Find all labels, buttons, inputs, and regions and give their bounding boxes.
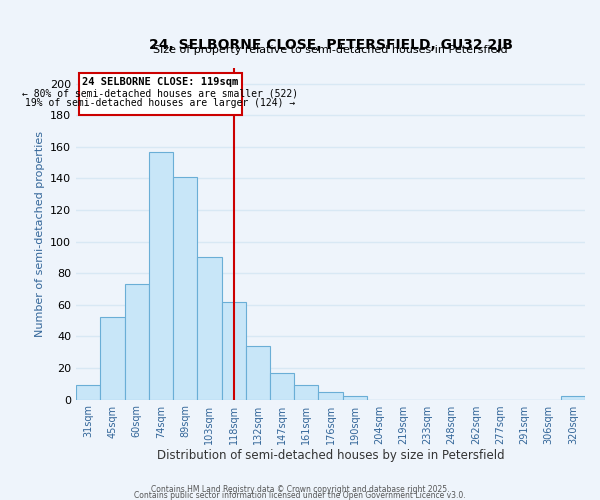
Bar <box>561 396 585 400</box>
Bar <box>270 372 294 400</box>
Bar <box>76 386 100 400</box>
Text: ← 80% of semi-detached houses are smaller (522): ← 80% of semi-detached houses are smalle… <box>22 88 298 99</box>
Y-axis label: Number of semi-detached properties: Number of semi-detached properties <box>35 131 44 337</box>
Bar <box>246 346 270 400</box>
Text: Contains public sector information licensed under the Open Government Licence v3: Contains public sector information licen… <box>134 490 466 500</box>
Bar <box>173 177 197 400</box>
Bar <box>149 152 173 400</box>
Text: 24 SELBORNE CLOSE: 119sqm: 24 SELBORNE CLOSE: 119sqm <box>82 78 238 88</box>
FancyBboxPatch shape <box>79 72 242 116</box>
X-axis label: Distribution of semi-detached houses by size in Petersfield: Distribution of semi-detached houses by … <box>157 450 505 462</box>
Bar <box>125 284 149 400</box>
Text: 19% of semi-detached houses are larger (124) →: 19% of semi-detached houses are larger (… <box>25 98 295 108</box>
Text: Size of property relative to semi-detached houses in Petersfield: Size of property relative to semi-detach… <box>153 44 508 54</box>
Bar <box>221 302 246 400</box>
Bar <box>100 318 125 400</box>
Bar <box>343 396 367 400</box>
Bar <box>197 258 221 400</box>
Text: Contains HM Land Registry data © Crown copyright and database right 2025.: Contains HM Land Registry data © Crown c… <box>151 484 449 494</box>
Bar <box>319 392 343 400</box>
Bar <box>294 386 319 400</box>
Title: 24, SELBORNE CLOSE, PETERSFIELD, GU32 2JB: 24, SELBORNE CLOSE, PETERSFIELD, GU32 2J… <box>149 38 512 52</box>
